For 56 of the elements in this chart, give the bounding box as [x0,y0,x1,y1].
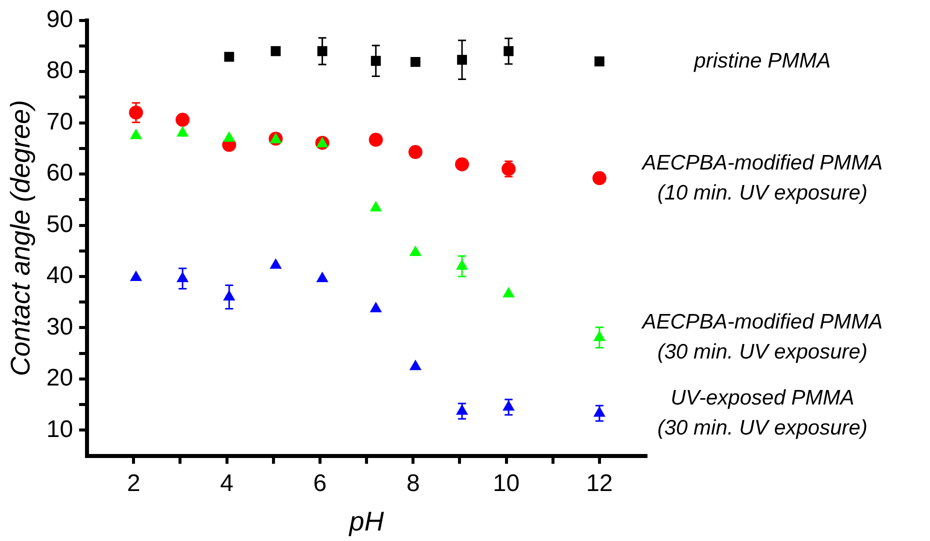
y-tick-label: 50 [46,210,74,238]
x-tick-label: 12 [586,470,613,497]
point [504,46,514,56]
y-tick-label: 20 [46,364,74,392]
point [130,270,142,282]
point [410,56,420,67]
point [502,400,515,411]
x-tick-label: 10 [492,470,520,497]
y-tick-label: 10 [46,416,74,443]
y-tick-label: 40 [46,262,74,290]
x-tick-label: 8 [406,470,420,497]
y-tick-label: 90 [46,6,74,34]
point [593,330,606,341]
y-tick-label: 60 [46,160,74,187]
x-axis-title: pH [348,506,384,536]
text: UV-exposed PMMA (30 min. UV exposure) [656,386,868,442]
y-axis-title: Contact angle (degree) [6,100,36,376]
point [456,404,468,415]
y-tick-label: 80 [46,57,74,84]
point [316,272,328,282]
point [502,286,515,298]
point [409,360,422,370]
point [176,272,189,282]
point [370,56,381,66]
point [176,126,189,137]
point [370,200,382,212]
series-label: AECPBA-modified PMMA (10 min. UV exposure) [640,150,884,206]
point [176,112,190,127]
point [270,46,281,56]
y-tick-label: 70 [46,108,74,136]
point [457,54,467,65]
point [130,128,142,140]
point [223,290,236,301]
point [370,302,382,312]
point [409,245,422,256]
point [594,56,604,66]
point [502,162,516,176]
point [408,145,422,160]
point [455,157,470,172]
x-tick-label: 6 [313,470,327,497]
x-tick-label: 2 [126,470,140,497]
point [456,259,468,270]
point [270,258,282,269]
x-tick-label: 4 [220,470,234,497]
point [592,171,606,186]
point [316,136,328,148]
series-label: AECPBA-modified PMMA (30 min. UV exposure) [640,310,884,366]
text: pristine PMMA [692,48,832,75]
point [317,46,328,56]
point [368,132,383,147]
point [129,106,143,120]
point [223,131,236,142]
point [270,132,282,144]
y-tick-label: 30 [46,313,74,340]
point [593,406,606,417]
point [224,52,234,62]
